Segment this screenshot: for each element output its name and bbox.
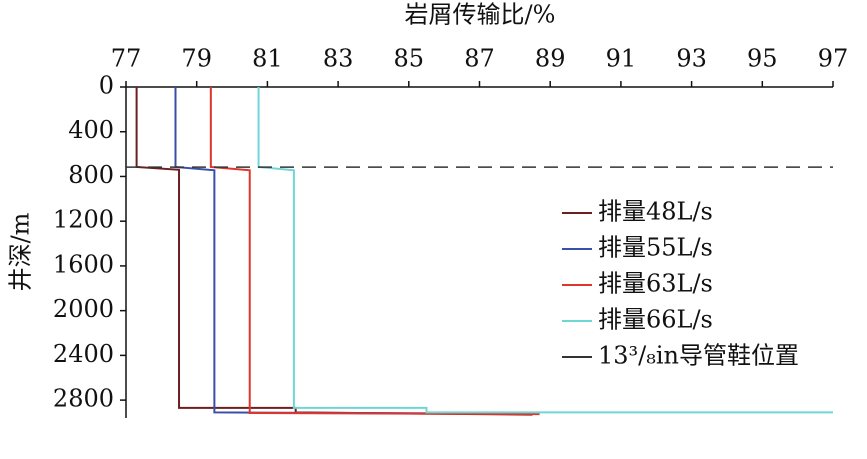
- series-line: [135, 87, 533, 416]
- x-tick-label: 89: [535, 45, 566, 73]
- x-tick-label: 77: [111, 45, 142, 73]
- legend-label: 排量55L/s: [598, 234, 713, 262]
- x-axis-label: 岩屑传输比/%: [405, 1, 556, 29]
- x-tick-label: 97: [818, 45, 849, 73]
- series-line: [209, 87, 540, 416]
- x-tick-label: 87: [464, 45, 495, 73]
- x-tick-label: 91: [606, 45, 637, 73]
- legend-label: 13³/₈in导管鞋位置: [598, 342, 799, 370]
- y-tick-label: 400: [68, 116, 114, 144]
- legend-label: 排量66L/s: [598, 306, 713, 334]
- series-line: [174, 87, 469, 415]
- y-tick-label: 1600: [53, 250, 114, 278]
- legend-label: 排量48L/s: [598, 198, 713, 226]
- x-tick-label: 83: [323, 45, 354, 73]
- y-tick-label: 1200: [53, 206, 114, 234]
- x-tick-label: 85: [394, 45, 425, 73]
- x-tick-label: 79: [181, 45, 212, 73]
- y-tick-label: 2000: [53, 295, 114, 323]
- y-tick-label: 2400: [53, 340, 114, 368]
- y-tick-label: 800: [68, 161, 114, 189]
- x-tick-label: 81: [252, 45, 283, 73]
- y-tick-label: 0: [99, 72, 114, 100]
- x-tick-label: 95: [747, 45, 778, 73]
- y-axis-label: 井深/m: [7, 212, 35, 291]
- legend-label: 排量63L/s: [598, 270, 713, 298]
- x-tick-label: 93: [676, 45, 707, 73]
- y-tick-label: 2800: [53, 385, 114, 413]
